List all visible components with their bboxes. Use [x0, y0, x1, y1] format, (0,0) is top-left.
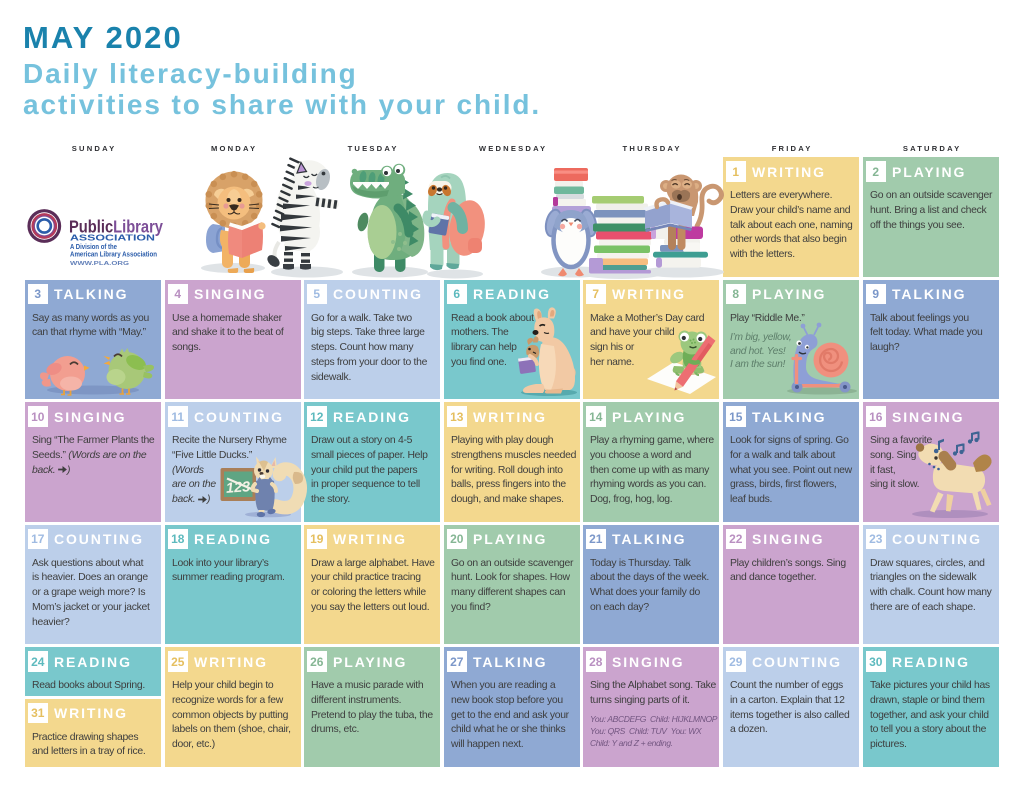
svg-text:ASSOCIATION: ASSOCIATION [70, 233, 155, 242]
svg-text:PublicLibrary: PublicLibrary [69, 217, 163, 237]
svg-text:A Division of the: A Division of the [70, 244, 117, 251]
svg-text:American Library Association: American Library Association [70, 252, 157, 259]
svg-text:WWW.PLA.ORG: WWW.PLA.ORG [70, 261, 130, 267]
